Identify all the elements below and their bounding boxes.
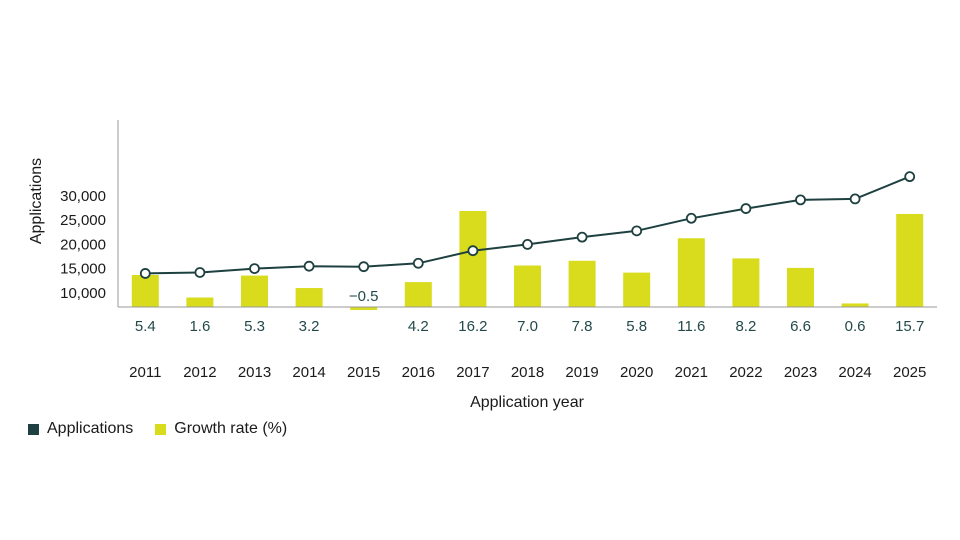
y-tick-10000: 10,000 xyxy=(60,285,106,302)
applications-point-2025 xyxy=(904,171,916,183)
legend-label-growth: Growth rate (%) xyxy=(174,420,288,437)
growth-label-2024: 0.6 xyxy=(845,318,866,335)
growth-bar-2022 xyxy=(732,258,760,307)
growth-label-2021: 11.6 xyxy=(677,318,705,335)
growth-bar-2011 xyxy=(131,275,159,307)
growth-bar-2012 xyxy=(186,297,214,307)
growth-bar-2017 xyxy=(459,211,487,307)
applications-point-2019 xyxy=(576,231,588,243)
y-axis-title: Applications xyxy=(28,158,45,244)
x-tick-2024: 2024 xyxy=(838,364,871,381)
x-tick-2021: 2021 xyxy=(675,364,708,381)
x-tick-2018: 2018 xyxy=(511,364,544,381)
applications-point-2016 xyxy=(412,257,424,269)
growth-label-2016: 4.2 xyxy=(408,318,429,335)
growth-bar-2015 xyxy=(350,307,378,310)
applications-point-2024 xyxy=(849,193,861,205)
growth-label-2011: 5.4 xyxy=(135,318,156,335)
applications-line xyxy=(145,175,911,275)
applications-point-2017 xyxy=(467,245,479,257)
growth-label-2022: 8.2 xyxy=(735,318,756,335)
x-tick-labels: 2011 2012 2013 2014 2015 2016 2017 2018 2019 2020… xyxy=(129,364,926,381)
applications-point-2014 xyxy=(303,260,315,272)
applications-point-2018 xyxy=(522,238,533,250)
legend-item-applications: Applications xyxy=(28,420,133,438)
legend-label-applications: Applications xyxy=(47,420,134,437)
x-tick-2015: 2015 xyxy=(347,364,380,381)
growth-label-2017: 16.2 xyxy=(458,318,487,335)
growth-bar-2018 xyxy=(514,265,541,307)
growth-bar-2023 xyxy=(787,267,814,307)
applications-point-2013 xyxy=(249,263,260,275)
legend-swatch-applications xyxy=(28,423,39,435)
growth-bar-2021 xyxy=(677,238,705,307)
growth-label-2015: −0.5 xyxy=(349,288,379,305)
x-tick-2025: 2025 xyxy=(893,364,926,381)
x-tick-2011: 2011 xyxy=(129,364,161,381)
growth-bar-2019 xyxy=(568,260,596,307)
x-tick-2013: 2013 xyxy=(238,364,271,381)
x-tick-2012: 2012 xyxy=(183,364,216,381)
growth-data-labels: 5.4 1.6 5.3 3.2 −0.5 4.2 16.2 7.0 7.8 5.8 11.6 8.2 6… xyxy=(135,288,924,335)
applications-points xyxy=(139,171,916,279)
legend-item-growth: Growth rate (%) xyxy=(155,420,287,438)
growth-bar-2013 xyxy=(241,275,268,307)
y-tick-25000: 25,000 xyxy=(60,212,106,229)
x-tick-2023: 2023 xyxy=(784,364,817,381)
growth-bars xyxy=(131,211,924,310)
x-tick-2014: 2014 xyxy=(292,364,325,381)
growth-label-2020: 5.8 xyxy=(626,318,647,335)
y-tick-15000: 15,000 xyxy=(60,261,106,278)
legend: Applications Growth rate (%) xyxy=(28,420,287,438)
growth-label-2012: 1.6 xyxy=(189,318,210,335)
x-tick-2019: 2019 xyxy=(565,364,598,381)
applications-point-2023 xyxy=(795,194,806,206)
applications-point-2011 xyxy=(139,268,151,279)
growth-bar-2024 xyxy=(841,303,869,307)
growth-bar-2020 xyxy=(623,272,651,307)
growth-bar-2025 xyxy=(896,213,924,307)
growth-label-2018: 7.0 xyxy=(517,318,538,335)
growth-label-2019: 7.8 xyxy=(572,318,593,335)
growth-label-2014: 3.2 xyxy=(299,318,320,335)
growth-label-2025: 15.7 xyxy=(895,318,924,335)
growth-bar-2016 xyxy=(404,282,432,307)
legend-swatch-growth xyxy=(155,423,167,435)
y-tick-20000: 20,000 xyxy=(60,236,106,253)
x-tick-2020: 2020 xyxy=(620,364,653,381)
applications-point-2015 xyxy=(358,261,370,273)
y-tick-30000: 30,000 xyxy=(60,188,106,205)
applications-point-2021 xyxy=(685,212,697,224)
x-axis-title: Application year xyxy=(470,394,585,411)
growth-bar-2014 xyxy=(295,288,323,307)
applications-point-2020 xyxy=(631,225,643,237)
applications-point-2022 xyxy=(740,203,752,214)
applications-point-2012 xyxy=(194,267,206,278)
growth-label-2023: 6.6 xyxy=(790,318,811,335)
y-tick-labels: 10,000 15,000 20,000 25,000 30,000 xyxy=(60,188,106,302)
x-tick-2022: 2022 xyxy=(729,364,762,381)
growth-label-2013: 5.3 xyxy=(244,318,265,335)
x-tick-2017: 2017 xyxy=(456,364,489,381)
x-tick-2016: 2016 xyxy=(402,364,435,381)
